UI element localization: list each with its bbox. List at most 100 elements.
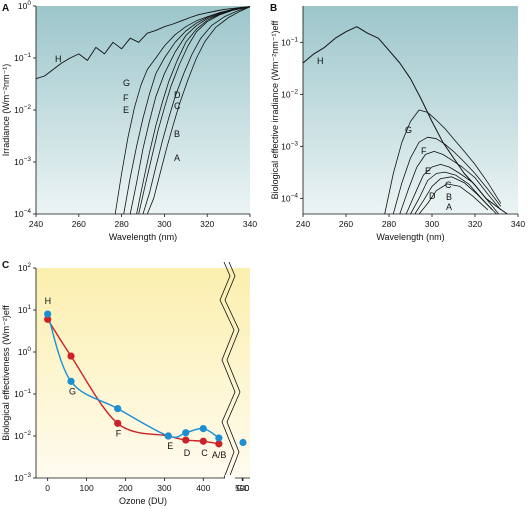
y-tick-label: 10−4 (14, 208, 31, 219)
x-tick-label: 320 (468, 219, 482, 229)
y-tick-label: 10−1 (14, 388, 31, 399)
y-tick-label: 10−3 (14, 156, 31, 167)
series-line-a (146, 6, 251, 215)
data-point (182, 429, 190, 437)
y-tick-label: 10−3 (281, 140, 298, 151)
data-point (199, 437, 207, 445)
curve-label-b: B (174, 129, 180, 139)
data-point (215, 440, 223, 448)
curve-label-d: D (429, 191, 436, 201)
x-tick-label: 280 (115, 219, 129, 229)
point-label-f: F (116, 428, 122, 438)
series-line-b (142, 6, 251, 215)
y-axis-label: Biological effectiveness (Wm⁻²)eff (1, 305, 11, 441)
curve-label-h: H (317, 56, 324, 66)
x-tick-label: 500 (235, 483, 249, 493)
curve-label-a: A (174, 153, 180, 163)
point-label-d: D (184, 448, 191, 458)
series-line-g (114, 6, 251, 215)
y-tick-label: 10−4 (281, 192, 298, 203)
data-point (67, 352, 75, 360)
y-tick-label: 100 (18, 346, 31, 357)
curve-label-e: E (425, 166, 431, 176)
x-axis-label: Wavelength (nm) (376, 232, 444, 242)
curve-label-h: H (55, 54, 62, 64)
x-tick-label: 260 (72, 219, 86, 229)
y-tick-label: 10−2 (14, 430, 31, 441)
x-tick-label: 260 (339, 219, 353, 229)
panel-label-c: C (2, 260, 9, 271)
y-tick-label: 100 (18, 0, 31, 11)
curve-label-b: B (446, 192, 452, 202)
panel-label-a: A (2, 3, 9, 14)
x-tick-label: 200 (118, 483, 132, 493)
y-axis-label: Irradiance (Wm⁻²nm⁻¹) (1, 64, 11, 157)
series-line-f (123, 6, 251, 215)
x-tick-label: 240 (296, 219, 310, 229)
x-axis-label: Wavelength (nm) (109, 232, 177, 242)
curve-label-c: C (174, 101, 181, 111)
x-tick-label: 240 (29, 219, 43, 229)
point-label-c: C (201, 448, 208, 458)
y-tick-label: 102 (18, 262, 31, 273)
data-point (67, 377, 75, 385)
x-tick-label: 280 (382, 219, 396, 229)
point-label-g: G (69, 386, 76, 396)
x-tick-label: 340 (511, 219, 525, 229)
chart-b: 240 260 280 300 320 340 10−1 10−2 10−3 10−4 Wavele… (270, 6, 525, 242)
point-label-h: H (45, 296, 52, 306)
point-label-ab: A/B (212, 450, 227, 460)
data-point (114, 404, 122, 413)
data-point (44, 310, 52, 318)
data-point (44, 315, 52, 323)
y-tick-label: 10−3 (14, 472, 31, 483)
curve-label-g: G (405, 125, 412, 135)
data-point (215, 434, 223, 442)
series-line-d (405, 164, 499, 215)
curve-label-c: C (445, 180, 452, 190)
series-line-a (418, 183, 489, 215)
curve-label-e: E (123, 105, 129, 115)
x-tick-label: 300 (157, 219, 171, 229)
x-tick-label: 100 (79, 483, 93, 493)
series-line-g (384, 109, 502, 215)
y-tick-label: 10−2 (14, 104, 31, 115)
plot-background (303, 6, 518, 214)
y-tick-label: 101 (18, 304, 31, 315)
series-line-f (392, 136, 502, 215)
axis-break-line (219, 261, 236, 479)
curve-label-a: A (446, 202, 452, 212)
axis-break-gap (225, 475, 235, 482)
x-tick-label: 300 (425, 219, 439, 229)
series-line-b (414, 176, 493, 215)
curve-label-f: F (421, 146, 427, 156)
x-tick-label-gc: GC (237, 483, 250, 493)
curve-label-g: G (123, 78, 130, 88)
curve-label-f: F (123, 93, 129, 103)
x-axis-label: Ozone (DU) (119, 496, 167, 506)
data-point (182, 436, 190, 444)
y-tick-label: 10−1 (281, 36, 298, 47)
chart-a: 240 260 280 300 320 340 100 10−1 10−2 10−3 10−4 Wav… (1, 0, 257, 242)
x-tick-label: 300 (157, 483, 171, 493)
axis-break-line (224, 261, 241, 479)
point-label-e: E (167, 441, 173, 451)
y-tick-label: 10−1 (14, 52, 31, 63)
y-axis-label: Biological effective irradiance (Wm⁻²nm⁻… (270, 20, 280, 199)
data-point-gc (239, 438, 247, 447)
x-tick-label: 320 (200, 219, 214, 229)
data-point (164, 432, 172, 440)
panel-label-b: B (270, 3, 277, 14)
curve-label-d: D (174, 90, 181, 100)
x-tick-label: 400 (196, 483, 210, 493)
series-line-d (136, 6, 251, 215)
y-tick-label: 10−2 (281, 88, 298, 99)
data-point (199, 425, 207, 433)
data-point (114, 419, 122, 427)
series-line-c (138, 6, 251, 215)
series-line-c (410, 171, 497, 215)
series-line-h (35, 6, 251, 80)
x-tick-label: 0 (45, 483, 50, 493)
plot-background (36, 6, 250, 214)
